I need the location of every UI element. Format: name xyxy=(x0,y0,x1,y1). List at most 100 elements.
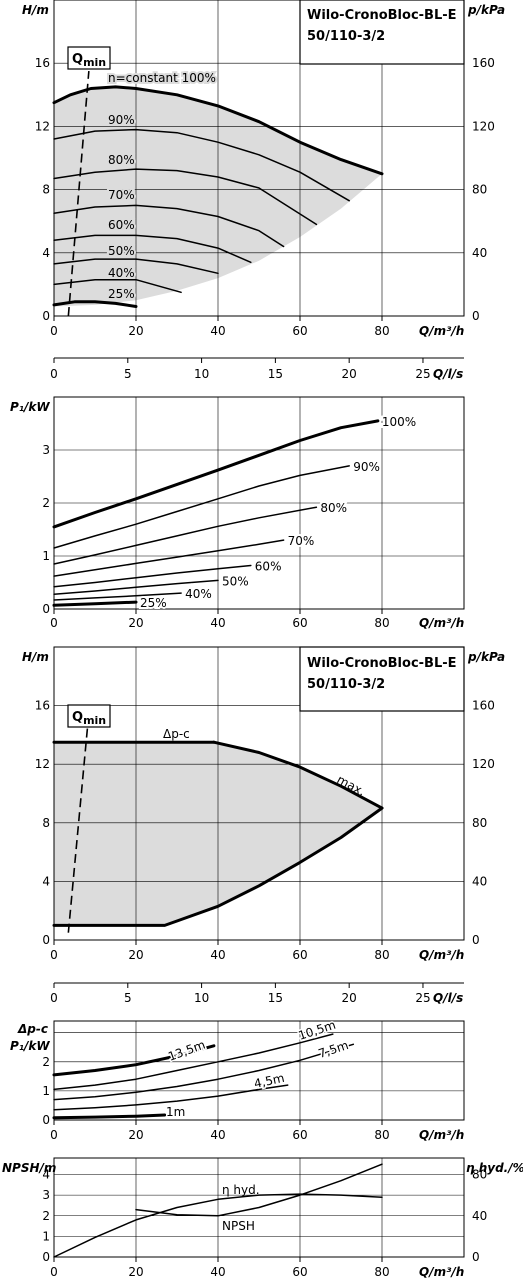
panel1-ylabel: H/m xyxy=(22,3,49,17)
panel4-curve-1 xyxy=(53,1033,334,1091)
panel4-ytick-label: 0 xyxy=(42,1113,50,1127)
panel4-curve-label: 7,5m xyxy=(317,1038,351,1061)
panel1-curve-1 xyxy=(53,128,350,202)
panel1-ytick-label: 16 xyxy=(35,56,50,70)
panel3-title-line2: 50/110-3/2 xyxy=(307,677,385,692)
panel2-xtick-label: 60 xyxy=(292,616,307,630)
ls2-xtick-label: 25 xyxy=(415,991,430,1005)
panel3-ytick-right-label: 120 xyxy=(472,757,495,771)
panel2-curve-label: 90% xyxy=(353,460,380,474)
panel2-curve-0 xyxy=(52,419,380,529)
panel4-curves xyxy=(52,1033,355,1120)
panel1-curve-6 xyxy=(53,278,182,294)
panel1-xtick-label: 0 xyxy=(50,324,58,338)
panel1-curves xyxy=(52,85,384,308)
panel3-ytick-right-label: 160 xyxy=(472,699,495,713)
panel2-xlabel: Q/m³/h xyxy=(419,616,464,630)
panel1-title-line1: Wilo-CronoBloc-BL-E xyxy=(307,8,457,23)
panel2-curve-label: 70% xyxy=(288,534,315,548)
panel3-xtick-label: 60 xyxy=(292,948,307,962)
panel4-curve-label: 13,5m xyxy=(166,1038,207,1064)
ls1-xtick-label: 5 xyxy=(124,367,132,381)
panel3-qmin-sub: min xyxy=(83,714,106,727)
ls2-xtick-label: 0 xyxy=(50,991,58,1005)
panel5-xlabel: Q/m³/h xyxy=(419,1265,464,1279)
panel1-ytick-label: 12 xyxy=(35,119,50,133)
panel4-curve-4 xyxy=(52,1113,167,1120)
ls2-xtick-label: 15 xyxy=(268,991,283,1005)
panel1-xtick-label: 20 xyxy=(128,324,143,338)
ls1-xtick-label: 25 xyxy=(415,367,430,381)
panel2-curve-4 xyxy=(53,564,252,588)
panel1-curve-label: 50% xyxy=(108,244,135,258)
panel5-ytick-right-label: 80 xyxy=(472,1168,487,1182)
panel1-curve-label: 40% xyxy=(108,266,135,280)
panel2-xtick-label: 20 xyxy=(128,616,143,630)
panel1-qmin-box: Qmin xyxy=(67,46,111,70)
panel4-curve-3 xyxy=(53,1084,289,1111)
panel2-curve-2 xyxy=(53,506,318,565)
panel5-ytick-right-label: 0 xyxy=(472,1250,480,1264)
panel2-curve-1 xyxy=(53,465,350,549)
panel4-ylabel: P₁/kW xyxy=(10,1039,50,1053)
panel5-ytick-label: 1 xyxy=(42,1229,50,1243)
panel-ls-scale-2: 0 5 10 15 20 25 Q/l/s xyxy=(50,982,464,1005)
ls1-ticks: 0 5 10 15 20 25 xyxy=(50,358,431,381)
panel3-ylabel-right: p/kPa xyxy=(467,650,505,664)
ls2-xlabel: Q/l/s xyxy=(433,991,463,1005)
panel4-xlabel: Q/m³/h xyxy=(419,1128,464,1142)
panel3-qmin-line xyxy=(67,712,90,933)
panel4-ytick-label: 2 xyxy=(42,1055,50,1069)
panel2-ytick-label: 2 xyxy=(42,496,50,510)
panel3-xtick-label: 40 xyxy=(210,948,225,962)
panel3-curve-2 xyxy=(52,806,384,927)
panel3-curves xyxy=(52,740,384,927)
panel1-xtick-label: 80 xyxy=(374,324,389,338)
panel1-xtick-label: 40 xyxy=(210,324,225,338)
panel4-curve-label: 1m xyxy=(166,1105,185,1119)
panel3-ytick-label: 12 xyxy=(35,757,50,771)
panel1-qmin-line xyxy=(67,71,90,317)
panel1-curve-4 xyxy=(53,234,252,264)
panel2-xtick-label: 40 xyxy=(210,616,225,630)
panel2-curve-7 xyxy=(52,600,138,607)
panel1-ylabel-right: p/kPa xyxy=(467,3,505,17)
panel3-frame xyxy=(53,646,465,941)
panel2-curve-6 xyxy=(53,592,182,601)
panel2-curve-5 xyxy=(53,579,219,595)
panel2-frame xyxy=(53,396,465,610)
panel2-curve-label: 40% xyxy=(185,587,212,601)
panel5-ylabel: NPSH/m xyxy=(2,1161,56,1175)
panel5-ytick-right-label: 40 xyxy=(472,1209,487,1223)
panel1-curve-labels: n=constant 100% 90% 80% 70% 60% 50% 40% 25% xyxy=(106,69,218,303)
panel3-qmin-label: Qmin xyxy=(72,710,106,727)
ls2-ticks: 0 5 10 15 20 25 xyxy=(50,983,431,1005)
panel1-qmin-sub: min xyxy=(83,56,106,69)
panel2-curve-label: 25% xyxy=(140,596,167,610)
ls1-xlabel: Q/l/s xyxy=(433,367,463,381)
panel1-ytick-right-label: 80 xyxy=(472,183,487,197)
panel2-ytick-label: 3 xyxy=(42,443,50,457)
panel-h-q-dpc: Wilo-CronoBloc-BL-E 50/110-3/2 Qmin 0 4 8 1… xyxy=(22,646,505,962)
panel4-xtick-label: 20 xyxy=(128,1128,143,1142)
ls1-xtick-label: 10 xyxy=(194,367,209,381)
panel1-curve-7 xyxy=(52,300,138,308)
ls2-xtick-label: 5 xyxy=(124,991,132,1005)
panel1-ytick-right-label: 40 xyxy=(472,246,487,260)
panel2-curves xyxy=(52,419,380,607)
panel3-xtick-label: 80 xyxy=(374,948,389,962)
panel3-curve-1 xyxy=(212,740,384,810)
panel5-xtick-label: 60 xyxy=(292,1265,307,1279)
panel1-title-line2: 50/110-3/2 xyxy=(307,29,385,44)
panel3-xtick-label: 20 xyxy=(128,948,143,962)
panel5-label-eta: η hyd. xyxy=(222,1183,260,1197)
panel5-curves xyxy=(53,1163,383,1258)
panel4-curve-label: 4,5m xyxy=(253,1071,286,1091)
panel3-ytick-right-label: 80 xyxy=(472,816,487,830)
panel1-ytick-right-label: 120 xyxy=(472,119,495,133)
panel1-qmin-label: Qmin xyxy=(72,52,106,69)
panel4-grid xyxy=(54,1021,464,1120)
